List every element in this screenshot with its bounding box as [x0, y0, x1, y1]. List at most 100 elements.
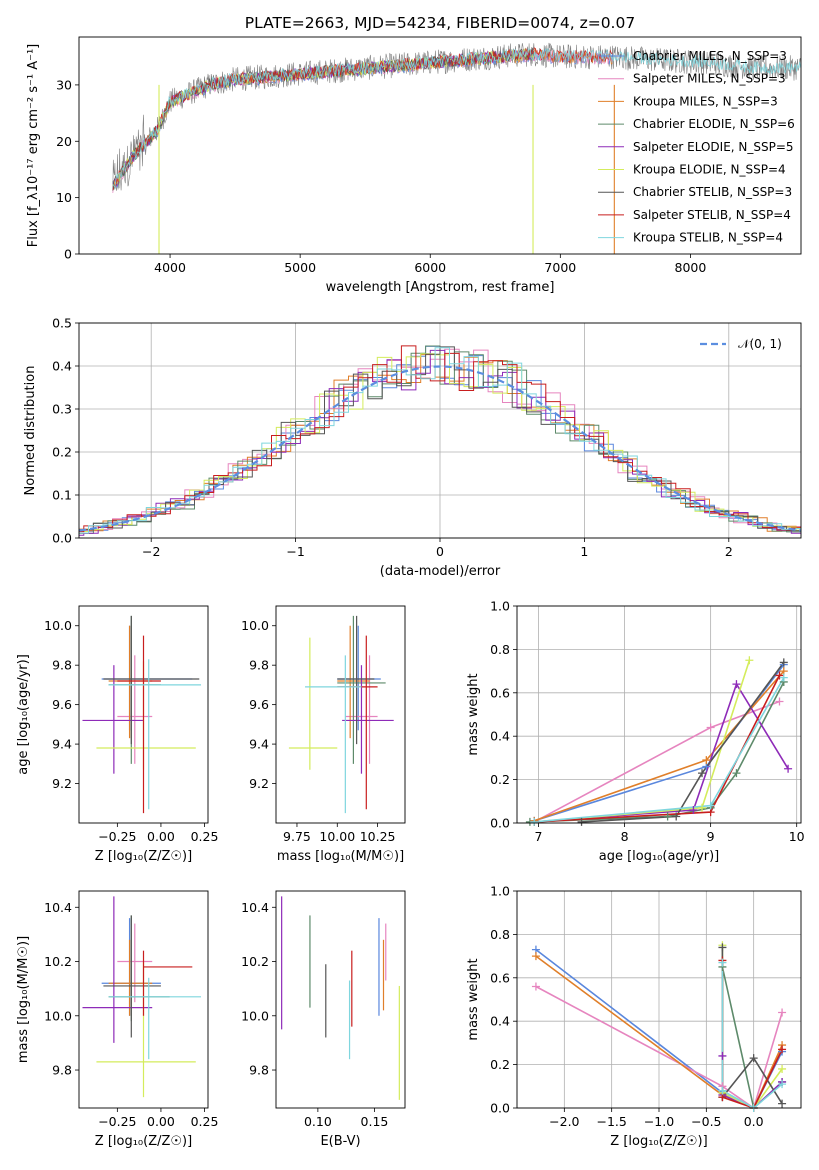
y-tick-label: 0.1	[52, 488, 72, 503]
x-tick-label: 0.10	[304, 1114, 332, 1129]
weight-line-5	[721, 945, 783, 1108]
weight-line-1	[535, 985, 783, 1108]
axes-frame	[516, 890, 802, 1109]
y-tick-label: 9.8	[249, 1063, 269, 1078]
y-axis-label: mass weight	[466, 958, 481, 1040]
weight-marker-4	[689, 805, 698, 814]
x-tick-label: 6000	[414, 260, 446, 275]
weight-marker-7	[775, 671, 784, 680]
weight-marker-5	[698, 803, 707, 812]
y-tick-label: 9.4	[52, 737, 72, 752]
y-tick-label: 0.6	[490, 970, 510, 985]
weight-marker-6	[698, 769, 707, 778]
legend-label: Kroupa MILES, N_SSP=3	[633, 94, 778, 108]
plot-area	[288, 615, 394, 814]
chart-title: PLATE=2663, MJD=54234, FIBERID=0074, z=0…	[245, 14, 635, 32]
panel-mass-vs-EBV: 0.10 0.15 9.8 10.0 10.2 10.4 E(B-V)	[241, 890, 406, 1149]
y-tick-label: 0.6	[490, 685, 510, 700]
legend-label: Chabrier MILES, N_SSP=3	[633, 49, 787, 63]
weight-marker-8	[706, 801, 715, 810]
x-axis-label: E(B-V)	[320, 1134, 360, 1149]
panel-age-vs-mass: 9.75 10.00 10.25 9.2 9.4 9.6 9.8 10.0 mass [log₁…	[241, 605, 406, 864]
weight-line-3	[529, 681, 785, 823]
y-tick-label: 0.0	[52, 531, 72, 546]
y-tick-label: 0.2	[52, 445, 72, 460]
legend-label: Kroupa STELIB, N_SSP=4	[633, 231, 783, 245]
x-tick-label: 0.15	[361, 1114, 389, 1129]
weight-marker-2	[702, 756, 711, 765]
y-tick-label: 10	[56, 190, 72, 205]
y-tick-label: 9.6	[249, 697, 269, 712]
weight-marker-1	[531, 982, 540, 991]
x-tick-label: 1	[580, 544, 588, 559]
x-tick-label: −0.25	[98, 1114, 136, 1129]
panel-age-vs-Z: −0.25 0.00 0.25 9.2 9.4 9.6 9.8 10.0 Z [log₁₀(Z/…	[16, 605, 218, 864]
y-tick-label: 1.0	[490, 599, 510, 614]
y-axis-label: age [log₁₀(age/yr)]	[16, 654, 31, 775]
weight-marker-6	[779, 658, 788, 667]
weight-marker-3	[732, 769, 741, 778]
y-axis-label: Flux [f_λ10⁻¹⁷ erg cm⁻² s⁻¹ A⁻¹]	[26, 44, 41, 248]
y-tick-label: 10.4	[44, 900, 72, 915]
panel-mass-vs-Z: −0.25 0.00 0.25 9.8 10.0 10.2 10.4 Z [log₁₀(Z/Z…	[16, 890, 218, 1149]
observed-spectrum	[112, 42, 801, 192]
weight-marker-6	[577, 817, 586, 826]
x-tick-label: −1.5	[596, 1114, 626, 1129]
y-tick-label: 10.0	[44, 1008, 72, 1023]
y-tick-label: 10.2	[241, 954, 269, 969]
plot-area	[82, 896, 202, 1098]
plot-area	[79, 345, 801, 536]
plot-area	[281, 896, 400, 1100]
y-tick-label: 9.8	[52, 1063, 72, 1078]
x-axis-label: Z [log₁₀(Z/Z☉)]	[610, 1134, 707, 1149]
plot-area	[529, 660, 789, 823]
weight-marker-4	[718, 1051, 727, 1060]
y-tick-label: 10.2	[44, 954, 72, 969]
y-axis-label: mass weight	[466, 673, 481, 755]
panel-spectrum: 4000 5000 6000 7000 8000 0 10 20 30 wavelength [A…	[26, 14, 802, 295]
axes-frame	[78, 605, 209, 824]
x-tick-label: 7	[535, 829, 543, 844]
plot-area	[535, 945, 783, 1108]
x-tick-label: −1.0	[644, 1114, 674, 1129]
weight-marker-1	[706, 723, 715, 732]
x-tick-label: 8000	[675, 260, 707, 275]
y-tick-label: 0.0	[490, 1101, 510, 1116]
y-tick-label: 0.8	[490, 642, 510, 657]
x-tick-label: 4000	[154, 260, 186, 275]
plot-area	[82, 615, 202, 814]
y-tick-label: 1.0	[490, 884, 510, 899]
model-spectrum-7	[112, 47, 613, 191]
legend-label: Salpeter MILES, N_SSP=3	[633, 72, 786, 86]
x-tick-label: 10.25	[360, 829, 396, 844]
y-tick-label: 10.4	[241, 900, 269, 915]
x-axis-label: mass [log₁₀(M/M☉)]	[277, 849, 404, 864]
weight-marker-4	[784, 764, 793, 773]
axes-frame	[275, 605, 406, 824]
x-axis-label: age [log₁₀(age/yr)]	[599, 849, 720, 864]
x-tick-label: −1	[286, 544, 304, 559]
weight-marker-8	[718, 1086, 727, 1095]
panel-residuals: −2 −1 0 1 2 0.0 0.1 0.2 0.3 0.4 0.5 (data-model)/er…	[23, 316, 802, 579]
weight-marker-8	[778, 1080, 787, 1089]
y-tick-label: 0.4	[52, 359, 72, 374]
axes-frame	[516, 605, 802, 824]
x-tick-label: 9.75	[283, 829, 311, 844]
weight-marker-6	[778, 1099, 787, 1108]
x-tick-label: 0.0	[744, 1114, 764, 1129]
y-tick-label: 0.5	[52, 316, 72, 331]
y-tick-label: 0.0	[490, 816, 510, 831]
model-spectrum-6	[112, 48, 535, 191]
weight-line-2	[533, 670, 785, 822]
x-axis-label: Z [log₁₀(Z/Z☉)]	[95, 1134, 192, 1149]
panel-mass-weight-vs-Z: −2.0 −1.5 −1.0 −0.5 0.0 0.0 0.2 0.4 0.6 0.8 1.0 Z […	[466, 884, 802, 1149]
x-tick-label: 7000	[544, 260, 576, 275]
x-tick-label: 8	[621, 829, 629, 844]
x-tick-label: 2	[725, 544, 733, 559]
y-tick-label: 0.4	[490, 1014, 510, 1029]
axes-frame	[275, 890, 406, 1109]
y-tick-label: 10.0	[44, 618, 72, 633]
y-tick-label: 10.0	[241, 1008, 269, 1023]
weight-marker-1	[775, 697, 784, 706]
